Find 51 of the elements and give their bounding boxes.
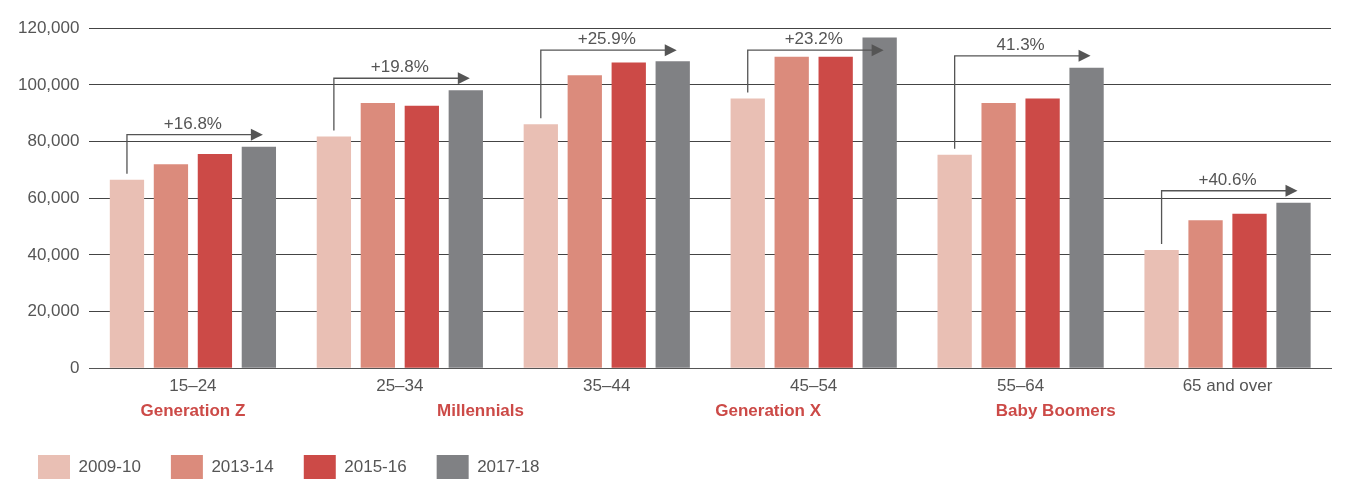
- annotation: +23.2%: [784, 29, 843, 49]
- bar: [153, 164, 189, 368]
- x-tick-label: 65 and over: [1182, 376, 1273, 396]
- bar: [448, 90, 483, 368]
- bar: [1276, 202, 1311, 368]
- x-tick-label: 55–64: [996, 376, 1045, 396]
- bar: [611, 62, 646, 368]
- bar: [1232, 213, 1267, 368]
- bar: [1025, 98, 1060, 368]
- legend-label: 2009-10: [78, 456, 141, 476]
- annotation: +16.8%: [163, 113, 222, 133]
- bar: [523, 124, 558, 368]
- bar: [1144, 250, 1179, 368]
- bar: [404, 105, 439, 368]
- annotation: +19.8%: [370, 57, 429, 77]
- annotation: 41.3%: [996, 35, 1045, 55]
- y-tick-label: 120,000: [18, 17, 80, 37]
- y-tick-label: 20,000: [27, 301, 80, 321]
- bar: [109, 179, 145, 368]
- legend-label: 2015-16: [344, 456, 407, 476]
- bar: [1069, 67, 1104, 368]
- y-tick-label: 0: [69, 357, 80, 377]
- bar: [360, 103, 395, 368]
- bar: [241, 146, 277, 368]
- bar: [197, 154, 233, 368]
- x-tick-label: 45–54: [790, 376, 838, 396]
- bar: [316, 136, 352, 368]
- bar: [655, 61, 690, 368]
- y-tick-label: 80,000: [27, 131, 80, 151]
- bar: [862, 37, 897, 368]
- x-tick-label: 25–34: [376, 376, 424, 396]
- legend-label: 2017-18: [477, 456, 540, 476]
- bar: [818, 56, 853, 368]
- bar: [937, 154, 972, 368]
- bar: [730, 98, 765, 368]
- bar: [981, 103, 1016, 368]
- text: Millennials: [437, 401, 524, 421]
- text: Generation X: [715, 401, 822, 421]
- annotation: +25.9%: [577, 29, 636, 49]
- bar: [774, 56, 809, 368]
- bar: [567, 75, 602, 368]
- text: Generation Z: [140, 401, 246, 421]
- y-tick-label: 40,000: [27, 244, 80, 264]
- legend-label: 2013-14: [211, 456, 274, 476]
- y-tick-label: 60,000: [27, 187, 80, 207]
- x-tick-label: 15–24: [169, 376, 217, 396]
- bar: [1188, 220, 1223, 368]
- text: Baby Boomers: [995, 401, 1116, 421]
- y-tick-label: 100,000: [18, 74, 80, 94]
- x-tick-label: 35–44: [583, 376, 631, 396]
- annotation: +40.6%: [1198, 169, 1257, 189]
